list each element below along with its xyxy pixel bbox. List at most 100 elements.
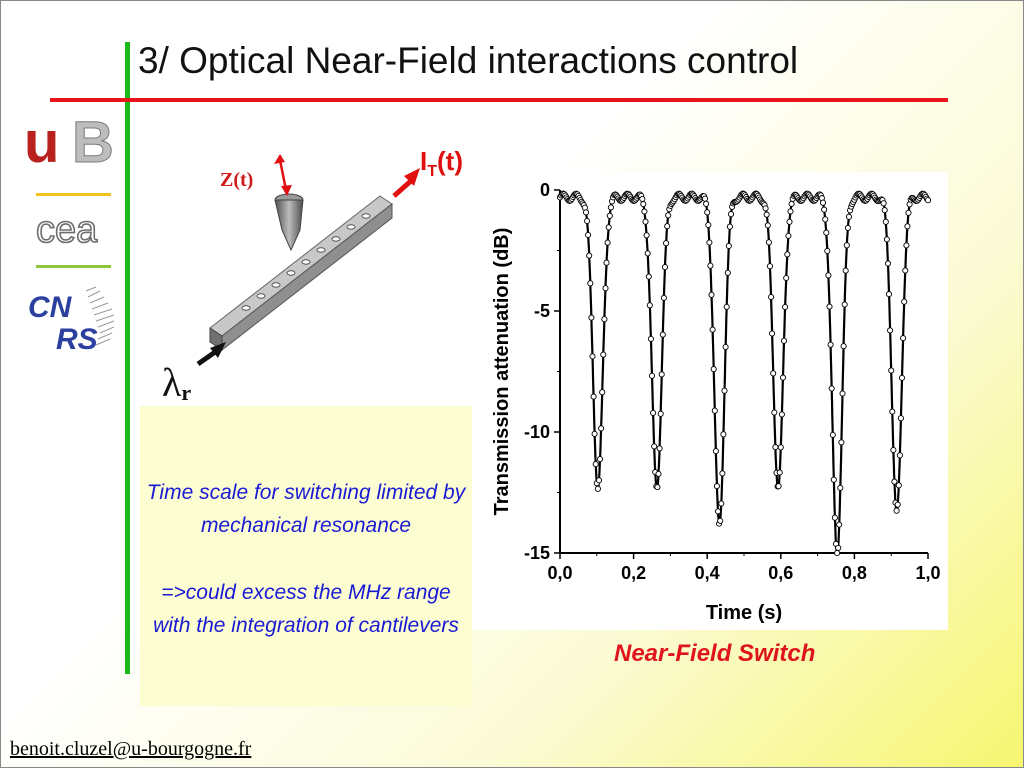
data-point	[924, 197, 932, 204]
author-email[interactable]: benoit.cluzel@u-bourgogne.fr	[10, 738, 252, 760]
data-point	[589, 353, 596, 360]
it-label-sub: T	[427, 163, 437, 180]
data-point	[763, 211, 770, 218]
data-point	[819, 199, 827, 206]
data-point	[884, 260, 892, 267]
data-point	[770, 370, 777, 377]
data-point	[829, 431, 836, 438]
data-point	[726, 223, 733, 230]
data-point	[707, 262, 714, 269]
data-point	[783, 274, 790, 282]
data-point	[639, 195, 646, 203]
data-point	[599, 389, 606, 396]
data-point	[723, 303, 730, 310]
x-tick-label: 0,0	[547, 563, 572, 583]
data-point	[711, 407, 718, 414]
description-panel: Time scale for switching limited by mech…	[140, 406, 472, 706]
chart-caption: Near-Field Switch	[614, 640, 816, 667]
lambda-symbol: λ	[162, 360, 182, 405]
data-point	[588, 314, 595, 321]
data-point	[706, 239, 713, 246]
data-point	[891, 478, 898, 485]
data-point	[828, 385, 835, 392]
y-tick-label: 0	[540, 180, 550, 200]
cea-logo: cea	[35, 208, 99, 252]
data-point	[659, 331, 666, 338]
cea-logo-text: cea	[36, 209, 98, 251]
data-point	[894, 501, 901, 508]
data-point	[660, 294, 667, 301]
data-point	[725, 242, 732, 250]
data-point	[901, 298, 908, 305]
data-point	[591, 430, 598, 437]
data-point	[782, 303, 789, 311]
data-point	[836, 521, 843, 528]
svg-text:IT(t): IT(t)	[420, 146, 463, 180]
x-tick-label: 0,2	[621, 563, 646, 583]
data-point	[714, 508, 722, 515]
data-point	[703, 200, 710, 207]
z-label: Z(t)	[220, 169, 253, 191]
data-point	[887, 327, 894, 334]
left-vertical-bar	[125, 42, 130, 674]
data-point	[896, 452, 903, 459]
data-point	[661, 264, 669, 271]
data-point	[827, 341, 834, 348]
data-point	[821, 206, 828, 213]
data-point	[584, 217, 591, 225]
data-point	[641, 208, 648, 215]
data-point	[719, 470, 726, 477]
data-point	[606, 212, 613, 219]
data-point	[664, 223, 671, 230]
cnrs-logo: CN RS	[28, 286, 115, 356]
data-point	[778, 411, 785, 418]
data-point	[594, 485, 601, 492]
data-point	[722, 343, 729, 351]
x-tick-label: 0,6	[768, 563, 793, 583]
ub-logo: u B	[24, 118, 114, 168]
it-label-main: I	[420, 146, 427, 176]
data-point	[786, 218, 793, 225]
data-point	[769, 330, 776, 337]
description-mhz: =>could excess the MHz range with the in…	[153, 581, 459, 637]
data-point	[788, 200, 795, 207]
data-point	[705, 221, 712, 229]
data-point	[844, 224, 851, 231]
data-point	[709, 326, 716, 333]
data-point	[596, 456, 604, 463]
data-point	[824, 247, 831, 255]
data-point	[654, 484, 661, 491]
data-point	[784, 251, 791, 258]
data-point	[835, 544, 842, 551]
data-point	[712, 448, 719, 455]
ub-logo-u: u	[24, 118, 59, 168]
data-point	[657, 410, 664, 417]
data-point	[720, 431, 727, 438]
data-point	[826, 303, 833, 310]
data-point	[897, 415, 904, 422]
transmission-chart: 0,0 0,2 0,4 0,6 0,8 1,0 0 -5 -10 -15 Time (s) Trans…	[491, 180, 941, 624]
data-point	[645, 273, 652, 280]
data-point	[775, 483, 782, 490]
data-point	[704, 209, 711, 216]
data-point	[902, 267, 909, 274]
data-point	[765, 239, 772, 246]
data-point	[837, 484, 844, 491]
data-point	[713, 483, 720, 490]
data-point	[605, 224, 612, 231]
data-point	[582, 209, 590, 216]
data-point	[905, 209, 912, 216]
data-point	[663, 240, 670, 247]
x-axis-title: Time (s)	[706, 602, 782, 624]
data-point	[768, 293, 775, 301]
data-point	[655, 470, 662, 477]
data-point	[603, 259, 610, 266]
data-point	[640, 201, 647, 208]
data-point	[900, 335, 907, 342]
data-point	[779, 374, 787, 381]
data-point	[777, 444, 784, 451]
data-point	[646, 302, 653, 309]
data-point	[650, 409, 657, 416]
data-point	[651, 443, 658, 450]
data-point	[598, 425, 605, 432]
